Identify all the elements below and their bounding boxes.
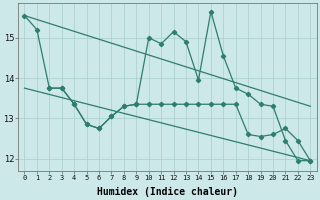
X-axis label: Humidex (Indice chaleur): Humidex (Indice chaleur) — [97, 186, 238, 197]
